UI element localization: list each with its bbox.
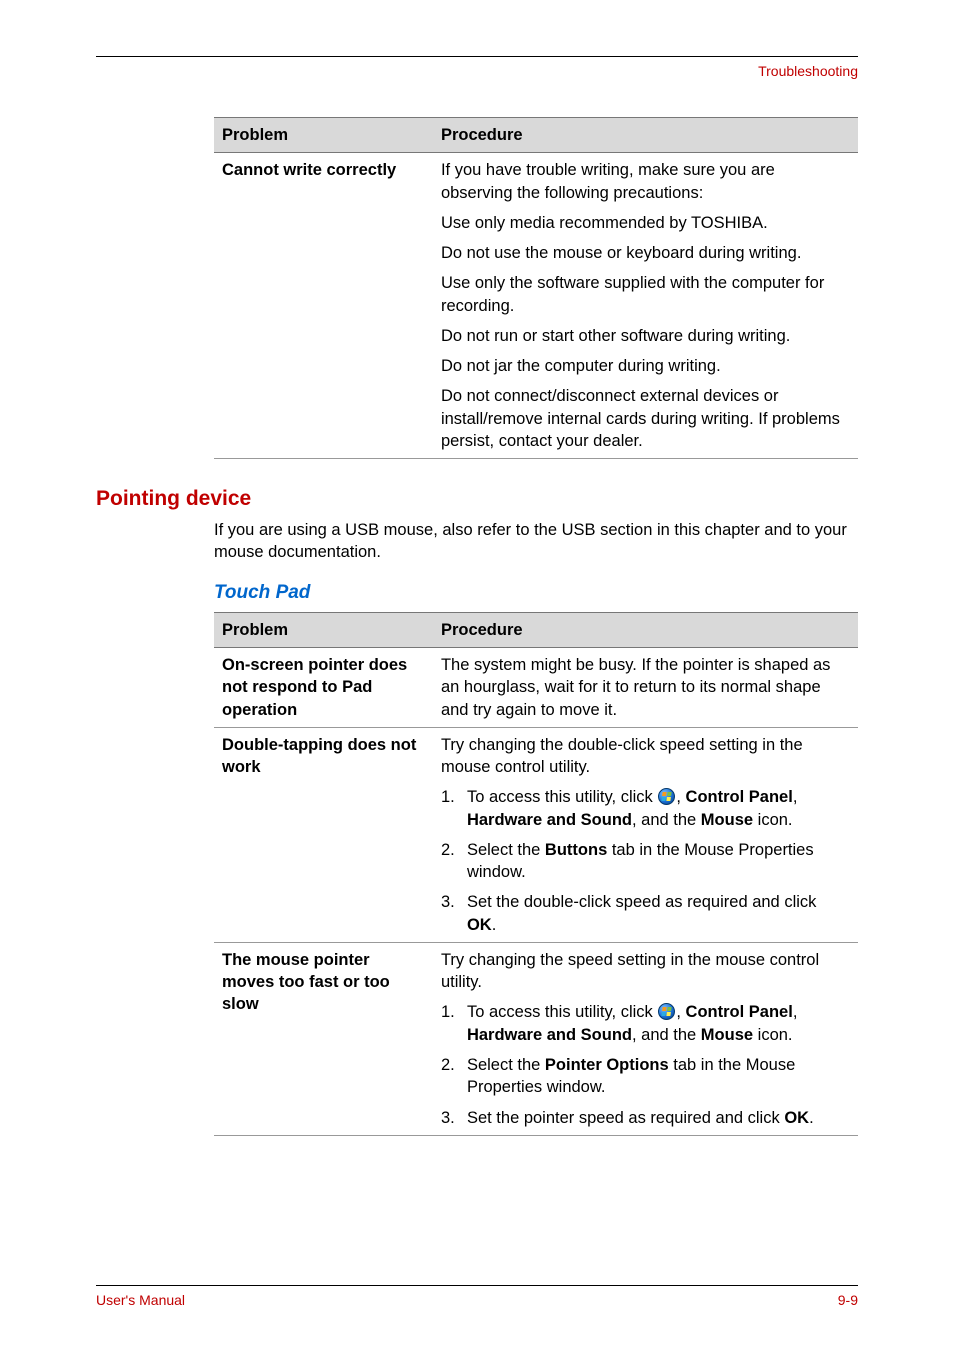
procedure-para: Try changing the speed setting in the mo… [441, 949, 850, 994]
table-row: Cannot write correctly If you have troub… [214, 153, 858, 459]
troubleshoot-table-2: Problem Procedure On-screen pointer does… [214, 612, 858, 1136]
steps-list: To access this utility, click , Control … [441, 786, 850, 936]
footer-left: User's Manual [96, 1292, 185, 1308]
step-text-pre: Select the [467, 1056, 545, 1074]
footer-page-number: 9-9 [838, 1292, 858, 1308]
subsection-heading-touch-pad: Touch Pad [214, 582, 858, 604]
step-bold: Pointer Options [545, 1056, 669, 1074]
problem-cell: On-screen pointer does not respond to Pa… [214, 647, 433, 727]
step-item: To access this utility, click , Control … [441, 1001, 850, 1046]
procedure-para: Try changing the double-click speed sett… [441, 734, 850, 779]
steps-list: To access this utility, click , Control … [441, 1001, 850, 1128]
procedure-para: Do not use the mouse or keyboard during … [441, 242, 850, 264]
table-row: On-screen pointer does not respond to Pa… [214, 647, 858, 727]
step-item: Set the pointer speed as required and cl… [441, 1107, 850, 1129]
procedure-para: The system might be busy. If the pointer… [441, 654, 850, 721]
step-text-pre: Set the double-click speed as required a… [467, 893, 816, 911]
procedure-cell: The system might be busy. If the pointer… [433, 647, 858, 727]
problem-cell: Double-tapping does not work [214, 727, 433, 942]
table-header-row: Problem Procedure [214, 118, 858, 153]
step-text-post: . [492, 916, 497, 934]
content-area: Problem Procedure Cannot write correctly… [214, 117, 858, 1136]
step-text-pre: To access this utility, click [467, 788, 657, 806]
col-header-problem: Problem [214, 118, 433, 153]
procedure-para: Do not run or start other software durin… [441, 325, 850, 347]
page: Troubleshooting Problem Procedure Cannot… [0, 0, 954, 1352]
col-header-procedure: Procedure [433, 612, 858, 647]
col-header-procedure: Procedure [433, 118, 858, 153]
step-item: Select the Buttons tab in the Mouse Prop… [441, 839, 850, 884]
section-intro: If you are using a USB mouse, also refer… [214, 519, 858, 564]
procedure-para: If you have trouble writing, make sure y… [441, 159, 850, 204]
step-text-post: . [809, 1109, 814, 1127]
step-item: Set the double-click speed as required a… [441, 891, 850, 936]
procedure-para: Use only the software supplied with the … [441, 272, 850, 317]
step-item: Select the Pointer Options tab in the Mo… [441, 1054, 850, 1099]
troubleshoot-table-1: Problem Procedure Cannot write correctly… [214, 117, 858, 459]
step-item: To access this utility, click , Control … [441, 786, 850, 831]
procedure-para: Do not connect/disconnect external devic… [441, 385, 850, 452]
section-heading-pointing-device: Pointing device [96, 487, 858, 511]
step-text-pre: Set the pointer speed as required and cl… [467, 1109, 784, 1127]
table-row: Double-tapping does not work Try changin… [214, 727, 858, 942]
step-bold: OK [467, 916, 492, 934]
procedure-cell: Try changing the double-click speed sett… [433, 727, 858, 942]
procedure-para: Use only media recommended by TOSHIBA. [441, 212, 850, 234]
step-bold: Buttons [545, 841, 607, 859]
header-section-label: Troubleshooting [96, 63, 858, 79]
table-row: The mouse pointer moves too fast or too … [214, 942, 858, 1135]
problem-cell: Cannot write correctly [214, 153, 433, 459]
windows-start-icon [658, 788, 675, 805]
step-text-pre: Select the [467, 841, 545, 859]
procedure-cell: Try changing the speed setting in the mo… [433, 942, 858, 1135]
procedure-cell: If you have trouble writing, make sure y… [433, 153, 858, 459]
step-text-pre: To access this utility, click [467, 1003, 657, 1021]
procedure-para: Do not jar the computer during writing. [441, 355, 850, 377]
col-header-problem: Problem [214, 612, 433, 647]
footer: User's Manual 9-9 [96, 1285, 858, 1308]
windows-start-icon [658, 1003, 675, 1020]
step-bold: OK [784, 1109, 809, 1127]
problem-cell: The mouse pointer moves too fast or too … [214, 942, 433, 1135]
table-header-row: Problem Procedure [214, 612, 858, 647]
header-rule [96, 56, 858, 57]
